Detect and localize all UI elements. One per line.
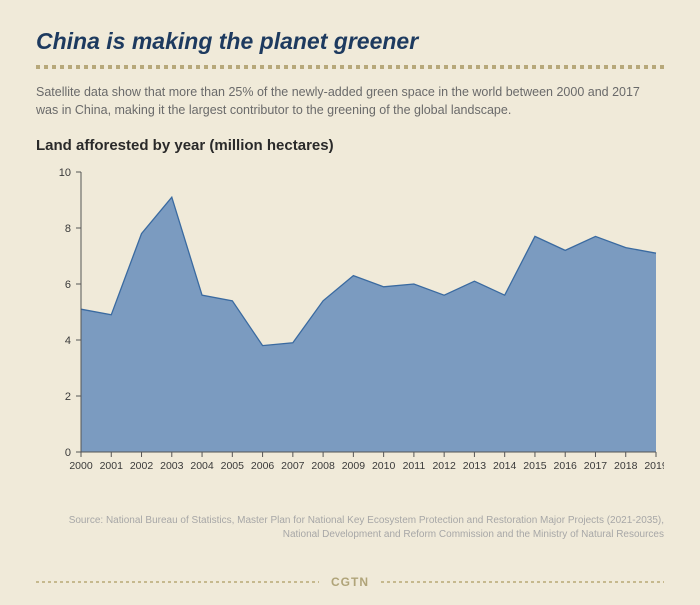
svg-text:2010: 2010 (372, 460, 396, 472)
chart-title: Land afforested by year (million hectare… (36, 137, 664, 154)
svg-text:2009: 2009 (342, 460, 366, 472)
svg-text:10: 10 (59, 167, 71, 179)
svg-text:2007: 2007 (281, 460, 305, 472)
footer: CGTN (0, 575, 700, 589)
svg-text:2005: 2005 (221, 460, 245, 472)
svg-text:6: 6 (65, 279, 71, 291)
svg-text:2016: 2016 (554, 460, 578, 472)
svg-text:2002: 2002 (130, 460, 154, 472)
title-divider (36, 65, 664, 69)
svg-text:2001: 2001 (100, 460, 124, 472)
svg-text:2003: 2003 (160, 460, 184, 472)
source-text: Source: National Bureau of Statistics, M… (36, 514, 664, 542)
svg-text:2013: 2013 (463, 460, 487, 472)
svg-text:2006: 2006 (251, 460, 275, 472)
svg-text:8: 8 (65, 223, 71, 235)
svg-text:4: 4 (65, 335, 71, 347)
svg-text:2015: 2015 (523, 460, 547, 472)
svg-text:2012: 2012 (432, 460, 456, 472)
svg-text:2008: 2008 (311, 460, 335, 472)
svg-text:2011: 2011 (403, 460, 426, 472)
chart-svg: 0 2 4 6 8 10 2000 2001 2002 2003 2004 2005 2006 2007 2… (36, 164, 664, 494)
svg-text:0: 0 (65, 447, 71, 459)
area-chart: 0 2 4 6 8 10 2000 2001 2002 2003 2004 2005 2006 2007 2… (36, 164, 664, 494)
footer-logo: CGTN (331, 575, 369, 589)
svg-text:2018: 2018 (614, 460, 638, 472)
svg-text:2014: 2014 (493, 460, 517, 472)
subtitle-text: Satellite data show that more than 25% o… (36, 83, 646, 119)
footer-line-right (381, 581, 664, 583)
svg-text:2019: 2019 (644, 460, 664, 472)
svg-text:2: 2 (65, 391, 71, 403)
svg-text:2004: 2004 (190, 460, 214, 472)
page-title: China is making the planet greener (36, 28, 664, 55)
footer-line-left (36, 581, 319, 583)
svg-text:2017: 2017 (584, 460, 608, 472)
svg-text:2000: 2000 (69, 460, 93, 472)
